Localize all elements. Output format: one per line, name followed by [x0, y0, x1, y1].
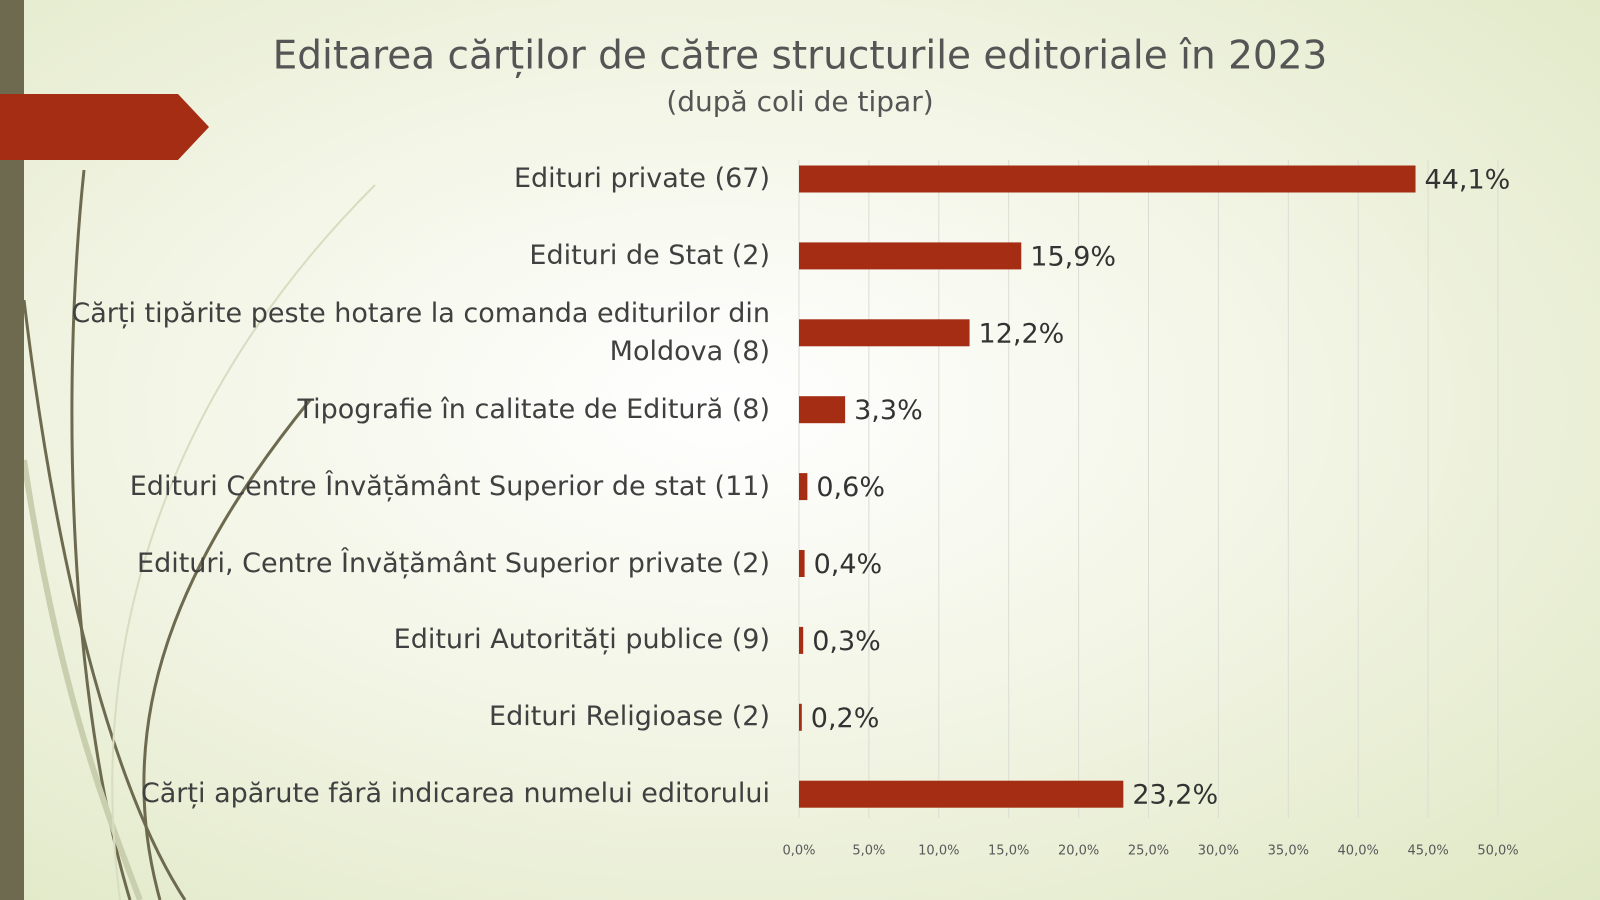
- y-tick-label: Cărți tipărite peste hotare la comanda e…: [71, 297, 770, 367]
- bar: [799, 165, 1416, 193]
- data-label: 12,2%: [979, 318, 1065, 349]
- x-tick-label: 0,0%: [782, 844, 815, 859]
- x-tick-label: 40,0%: [1338, 844, 1379, 859]
- y-tick-label: Edituri Centre Învățământ Superior de st…: [129, 470, 770, 502]
- x-tick-label: 15,0%: [988, 844, 1029, 859]
- bar: [799, 780, 1124, 808]
- y-tick-label: Cărți apărute fără indicarea numelui edi…: [140, 778, 770, 810]
- bar: [799, 473, 808, 501]
- x-tick-label: 35,0%: [1268, 844, 1309, 859]
- data-label: 0,3%: [812, 626, 881, 657]
- bar: [799, 626, 804, 654]
- data-label: 0,4%: [814, 549, 883, 580]
- x-tick-label: 10,0%: [918, 844, 959, 859]
- x-tick-label: 30,0%: [1198, 844, 1239, 859]
- data-label: 0,6%: [816, 472, 885, 503]
- x-tick-label: 5,0%: [852, 844, 885, 859]
- y-tick-label: Edituri private (67): [513, 163, 770, 194]
- decoration: [0, 0, 376, 900]
- chart-title: Editarea cărților de către structurile e…: [273, 34, 1328, 79]
- data-label: 0,2%: [811, 703, 880, 734]
- x-tick-label: 50,0%: [1477, 844, 1518, 859]
- bar: [799, 242, 1022, 270]
- y-tick-label: Edituri, Centre Învățământ Superior priv…: [137, 547, 770, 579]
- bar: [799, 703, 802, 731]
- y-tick-label: Edituri de Stat (2): [529, 239, 770, 271]
- chart-subtitle: (după coli de tipar): [666, 85, 933, 118]
- data-label: 3,3%: [854, 395, 923, 426]
- data-label: 44,1%: [1425, 165, 1511, 196]
- y-tick-label: Edituri Religioase (2): [489, 701, 770, 733]
- y-tick-label: Edituri Autorități publice (9): [393, 624, 770, 656]
- bar: [799, 319, 970, 347]
- bar: [799, 550, 805, 577]
- x-tick-label: 45,0%: [1407, 844, 1448, 859]
- x-tick-label: 25,0%: [1128, 844, 1169, 859]
- data-label: 15,9%: [1030, 241, 1116, 272]
- x-tick-label: 20,0%: [1058, 844, 1099, 859]
- y-tick-label: Tipografie în calitate de Editură (8): [297, 393, 770, 425]
- data-label: 23,2%: [1132, 780, 1218, 811]
- bar: [799, 396, 846, 424]
